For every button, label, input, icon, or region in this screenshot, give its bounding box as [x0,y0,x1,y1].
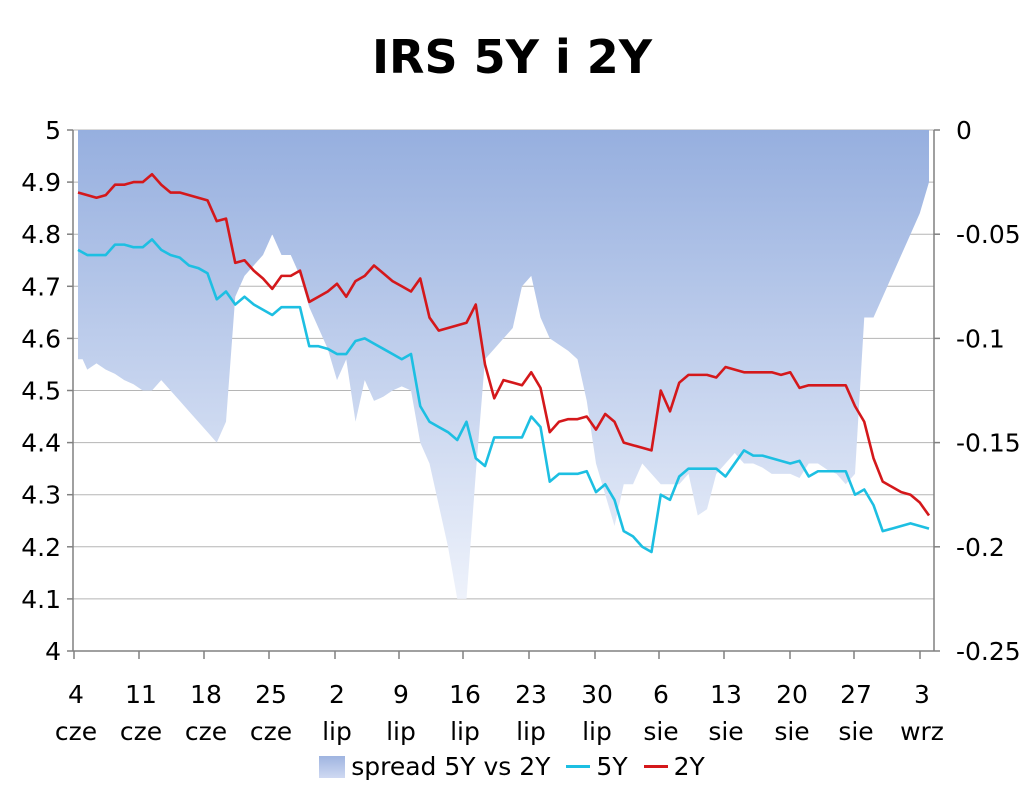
legend-swatch-5y [566,765,591,768]
x-tick-day: 13 [710,680,742,709]
x-tick-day: 3 [914,680,930,709]
series-lines-layer [77,172,931,554]
x-tick-month: lip [386,717,416,746]
x-tick-month: lip [450,717,480,746]
y-right-tick-label: -0.2 [956,533,1005,562]
y-right-tick-label: -0.05 [956,220,1021,249]
y-right-tick-label: -0.25 [956,637,1021,666]
left-y-tick-labels: 4 4.1 4.2 4.3 4.4 4.5 4.6 4.7 4.8 4.9 5 [21,116,61,666]
legend-label-spread: spread 5Y vs 2Y [351,752,551,781]
legend-swatch-2y [643,765,668,768]
x-tick-day: 27 [840,680,872,709]
y-left-tick-label: 4 [45,637,61,666]
x-tick-day: 4 [68,680,84,709]
y-left-tick-label: 4.7 [21,272,61,301]
x-tick-labels: 4 cze 11 cze 18 cze 25 cze 2 lip 9 lip 16 lip 23 lip 30 l… [55,651,944,746]
x-tick-month: sie [838,717,873,746]
y-left-tick-label: 4.3 [21,481,61,510]
y-left-tick-label: 4.1 [21,585,61,614]
y-left-tick-label: 4.2 [21,533,61,562]
y-left-tick-label: 4.4 [21,429,61,458]
x-tick-day: 23 [515,680,547,709]
x-tick-day: 30 [581,680,613,709]
legend-swatch-spread [319,755,346,778]
y-left-tick-label: 4.6 [21,324,61,353]
x-tick-month: lip [582,717,612,746]
x-tick-month: sie [708,717,743,746]
x-tick-month: wrz [900,717,944,746]
spread-area [78,130,929,599]
series-line-2y [77,172,931,517]
y-right-tick-label: -0.1 [956,324,1005,353]
x-tick-month: lip [322,717,352,746]
legend-label-2y: 2Y [673,752,705,781]
legend-label-5y: 5Y [596,752,628,781]
x-tick-month: sie [774,717,809,746]
x-tick-day: 11 [125,680,157,709]
spread-area-layer [78,130,929,599]
legend-item-2y: 2Y [643,752,705,781]
y-left-tick-label: 4.9 [21,168,61,197]
y-right-tick-label: 0 [956,116,972,145]
legend-item-spread: spread 5Y vs 2Y [319,752,550,781]
x-tick-month: cze [55,717,97,746]
x-tick-month: cze [185,717,227,746]
series-line-5y [77,238,930,554]
chart-title: IRS 5Y i 2Y [371,30,653,84]
x-tick-month: lip [516,717,546,746]
legend-item-5y: 5Y [566,752,628,781]
y-left-tick-label: 4.5 [21,377,61,406]
x-tick-day: 9 [393,680,409,709]
x-tick-month: sie [643,717,678,746]
legend: spread 5Y vs 2Y 5Y 2Y [0,752,1024,781]
x-tick-day: 16 [449,680,481,709]
y-right-tick-label: -0.15 [956,429,1021,458]
x-tick-day: 25 [255,680,287,709]
y-left-tick-label: 5 [45,116,61,145]
right-y-tick-labels: -0.25 -0.2 -0.15 -0.1 -0.05 0 [956,116,1021,666]
x-tick-day: 6 [653,680,669,709]
y-left-tick-label: 4.8 [21,220,61,249]
x-tick-month: cze [120,717,162,746]
x-tick-day: 2 [329,680,345,709]
x-tick-day: 20 [776,680,808,709]
x-tick-month: cze [250,717,292,746]
x-tick-day: 18 [190,680,222,709]
